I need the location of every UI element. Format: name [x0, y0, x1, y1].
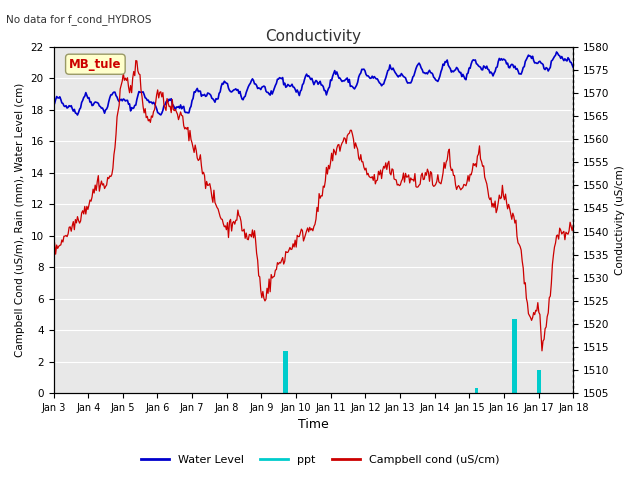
Bar: [285, 350, 287, 393]
Bar: [538, 370, 540, 393]
Text: No data for f_cond_HYDROS: No data for f_cond_HYDROS: [6, 14, 152, 25]
Bar: [514, 319, 516, 393]
Bar: [537, 370, 539, 393]
Bar: [539, 370, 541, 393]
X-axis label: Time: Time: [298, 419, 329, 432]
Bar: [513, 319, 515, 393]
Bar: [477, 388, 478, 393]
Bar: [283, 350, 284, 393]
Title: Conductivity: Conductivity: [266, 29, 362, 44]
Text: MB_tule: MB_tule: [69, 58, 122, 71]
Y-axis label: Conductivity (uS/cm): Conductivity (uS/cm): [615, 165, 625, 275]
Bar: [474, 388, 476, 393]
Legend: Water Level, ppt, Campbell cond (uS/cm): Water Level, ppt, Campbell cond (uS/cm): [136, 451, 504, 469]
Bar: [284, 350, 285, 393]
Bar: [512, 319, 513, 393]
Y-axis label: Campbell Cond (uS/m), Rain (mm), Water Level (cm): Campbell Cond (uS/m), Rain (mm), Water L…: [15, 83, 25, 357]
Bar: [286, 350, 287, 393]
Bar: [476, 388, 477, 393]
Bar: [515, 319, 516, 393]
